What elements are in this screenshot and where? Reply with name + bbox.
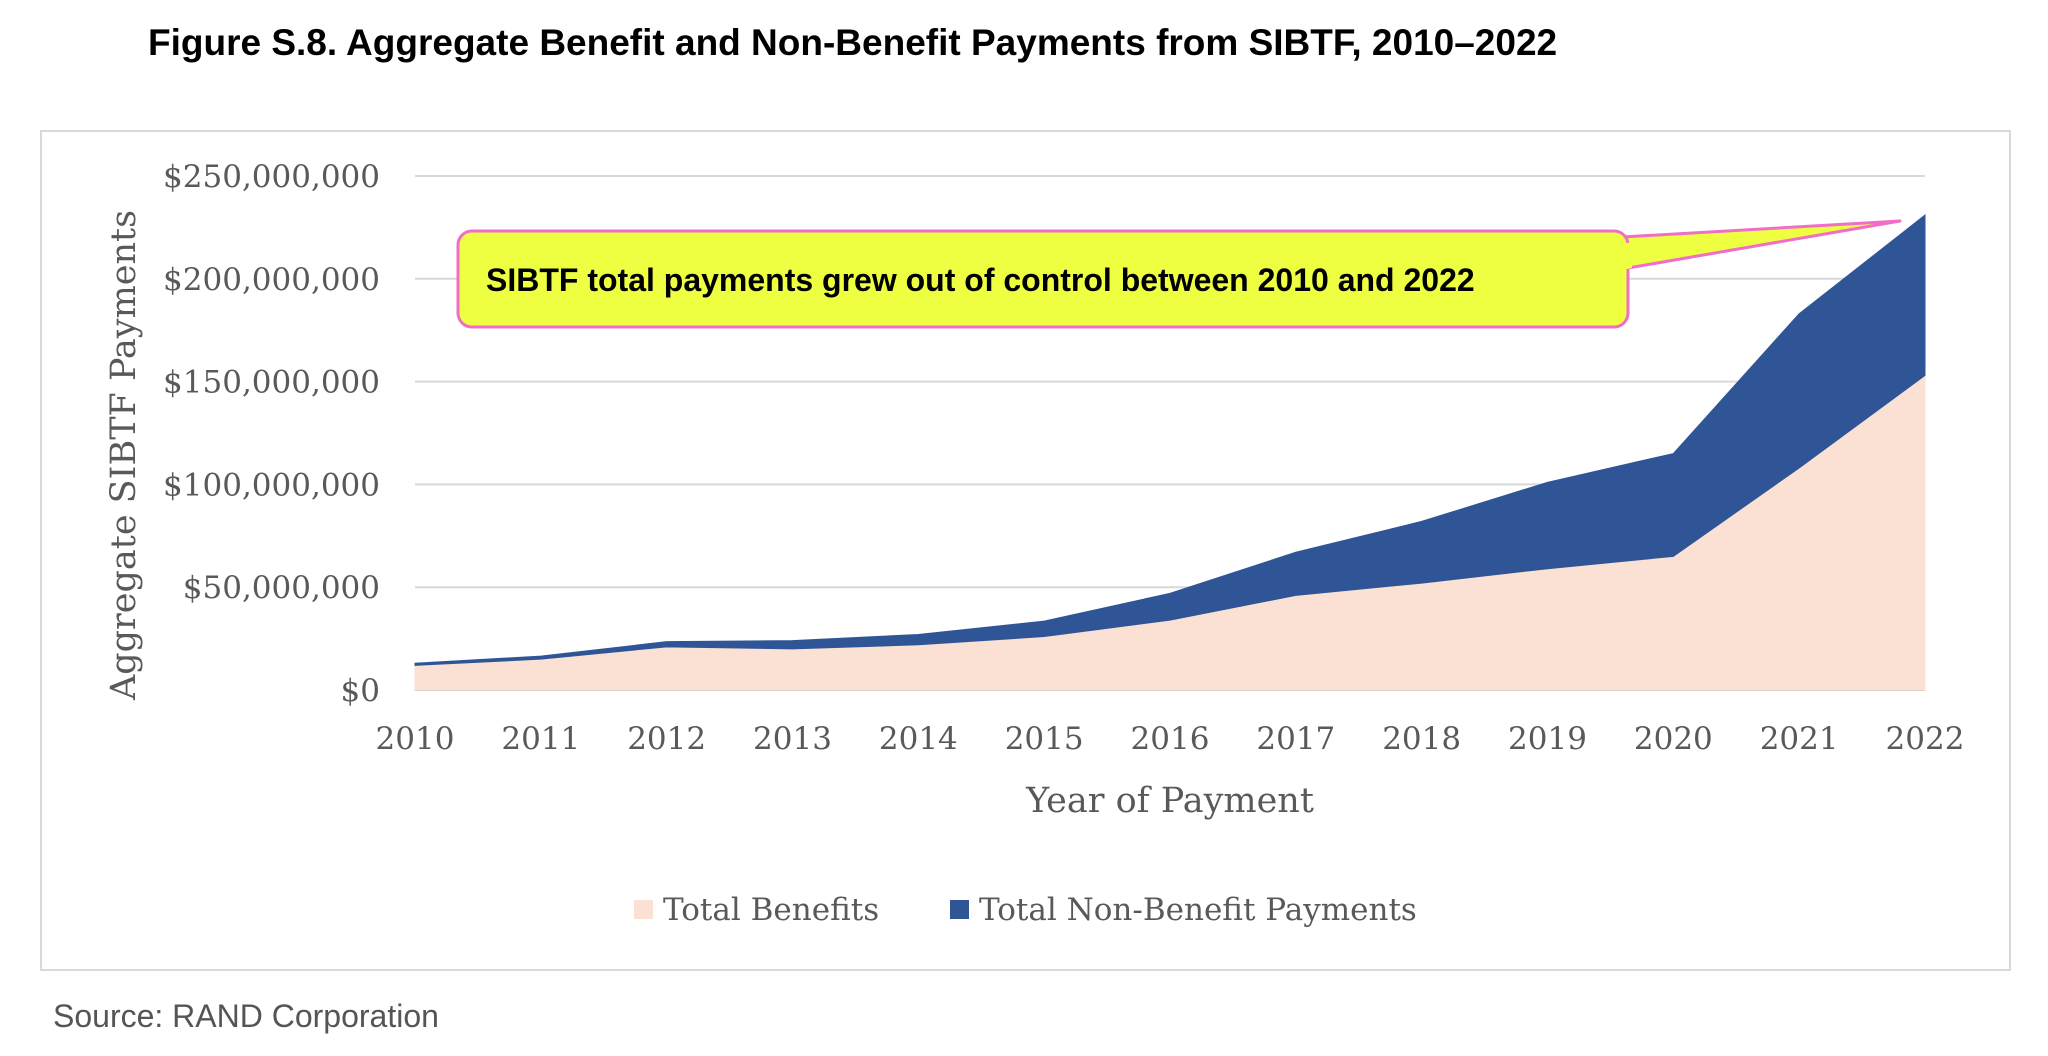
- x-tick-label: 2017: [1256, 721, 1335, 757]
- y-axis-label: Aggregate SIBTF Payments: [104, 210, 144, 701]
- x-tick-label: 2022: [1886, 721, 1965, 757]
- legend-swatch: [634, 900, 653, 919]
- x-tick-label: 2013: [753, 721, 832, 757]
- x-tick-label: 2020: [1634, 721, 1713, 757]
- x-axis-ticks: 2010 2011 2012 2013 2014 2015 2016 2017 2018 2019…: [376, 721, 1965, 757]
- x-tick-label: 2015: [1005, 721, 1084, 757]
- source-note: Source: RAND Corporation: [53, 998, 439, 1034]
- y-axis-ticks: $0 $50,000,000 $100,000,000 $150,000,000 $20…: [163, 159, 380, 709]
- callout-text: SIBTF total payments grew out of control…: [486, 262, 1475, 298]
- x-tick-label: 2011: [501, 721, 580, 757]
- chart-canvas: $0 $50,000,000 $100,000,000 $150,000,000 $20…: [40, 130, 2011, 971]
- plot-areas: [414, 214, 1926, 691]
- x-tick-label: 2010: [376, 721, 455, 757]
- legend-label: Total Benefits: [663, 892, 879, 928]
- y-tick-label: $50,000,000: [183, 570, 380, 606]
- area-series-2: [414, 214, 1926, 666]
- x-tick-label: 2019: [1508, 721, 1587, 757]
- x-tick-label: 2021: [1760, 721, 1839, 757]
- y-tick-label: $200,000,000: [163, 262, 380, 298]
- x-tick-label: 2014: [879, 721, 958, 757]
- callout-seam: [1622, 242, 1632, 270]
- y-tick-label: $0: [341, 673, 380, 709]
- legend-swatch: [950, 900, 969, 919]
- callout-annotation: SIBTF total payments grew out of control…: [456, 219, 1902, 329]
- x-tick-label: 2018: [1382, 721, 1461, 757]
- x-tick-label: 2016: [1131, 721, 1210, 757]
- x-axis-label: Year of Payment: [1025, 781, 1314, 821]
- y-tick-label: $100,000,000: [163, 467, 380, 503]
- legend-label: Total Non-Benefit Payments: [979, 892, 1417, 928]
- y-tick-label: $150,000,000: [163, 365, 380, 401]
- x-tick-label: 2012: [627, 721, 706, 757]
- y-tick-label: $250,000,000: [163, 159, 380, 195]
- callout-box: [456, 229, 1630, 329]
- legend: Total Benefits Total Non-Benefit Payments: [634, 892, 1417, 928]
- figure-title: Figure S.8. Aggregate Benefit and Non-Be…: [148, 22, 1558, 63]
